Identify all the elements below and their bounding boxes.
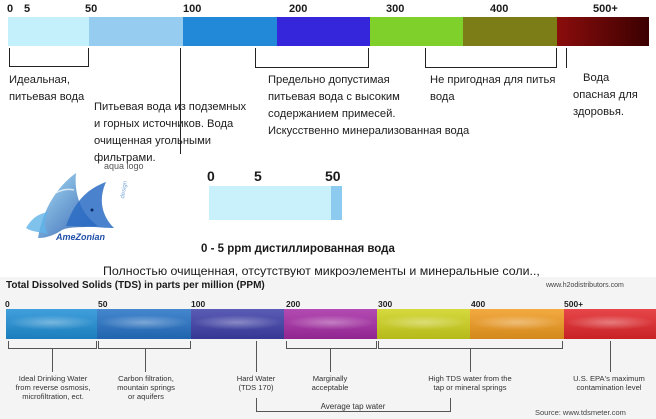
bracket-line: [9, 66, 89, 67]
bracket-line: [88, 48, 89, 67]
mini-tick-5: 5: [254, 168, 262, 184]
label-high-tds: High TDS water from the tap or mineral s…: [428, 374, 512, 392]
leader-line: [256, 341, 257, 372]
tick-100: 100: [183, 3, 202, 15]
label-epa-max: U.S. EPA's maximum contamination level: [573, 374, 645, 392]
segment-400-500-plus: [557, 17, 649, 46]
tick-500-plus: 500+: [593, 3, 618, 15]
b-segment-300-400: [377, 309, 470, 339]
range-label: Average tap water: [320, 402, 386, 411]
segment-300-400: [463, 17, 557, 46]
b-segment-0-50: [6, 309, 97, 339]
mini-tick-0: 0: [207, 168, 215, 184]
bracket-line: [368, 48, 369, 68]
mini-tick-50: 50: [325, 168, 341, 184]
fish-logo-icon: [26, 173, 114, 238]
range-line-left: [256, 398, 257, 412]
label-carbon-filtration: Carbon filtration, mountain springs or a…: [117, 374, 175, 401]
leader-line: [286, 348, 377, 349]
segment-50-100: [183, 17, 277, 46]
bracket-line: [180, 48, 181, 154]
range-line-right: [450, 398, 451, 412]
amazonian-logo: AmeZonian design: [18, 168, 138, 258]
b-segment-500-plus: [564, 309, 656, 339]
b-segment-50-100: [97, 309, 191, 339]
mini-segment-5-50: [331, 186, 342, 220]
bracket-line: [556, 48, 557, 68]
tick-200: 200: [289, 3, 308, 15]
b-tick-200: 200: [286, 299, 301, 309]
bracket-line: [566, 48, 567, 68]
source-bottom: Source: www.tdsmeter.com: [535, 408, 626, 417]
leader-line: [470, 348, 471, 372]
b-tick-500-plus: 500+: [564, 299, 584, 309]
tick-400: 400: [490, 3, 509, 15]
tick-50: 50: [85, 3, 98, 15]
b-tick-400: 400: [471, 299, 486, 309]
leader-line: [378, 341, 379, 349]
chart-title: Total Dissolved Solids (TDS) in parts pe…: [6, 280, 265, 291]
leader-line: [286, 341, 287, 349]
bracket-line: [9, 48, 10, 67]
label-hard-water: Hard Water (TDS 170): [236, 374, 276, 392]
tick-5: 5: [24, 3, 31, 15]
b-segment-200-300: [284, 309, 377, 339]
leader-line: [376, 341, 377, 349]
mini-caption: 0 - 5 ppm дистиллированная вода: [201, 243, 395, 255]
segment-200-300: [370, 17, 463, 46]
watermark-scribble: aqua logo: [104, 161, 144, 171]
bracket-line: [425, 67, 557, 68]
b-tick-100: 100: [191, 299, 206, 309]
label-marginally-acceptable: Marginally acceptable: [311, 374, 349, 392]
leader-line: [8, 341, 9, 349]
leader-line: [98, 348, 191, 349]
tick-0: 0: [7, 3, 14, 15]
leader-line: [610, 341, 611, 372]
leader-line: [145, 348, 146, 372]
source-top: www.h2odistributors.com: [546, 282, 624, 289]
segment-5-50: [89, 17, 183, 46]
logo-text: AmeZonian: [56, 232, 106, 242]
desc-ideal: Идеальная, питьевая вода: [9, 74, 85, 103]
segment-0-5: [8, 17, 89, 46]
leader-line: [52, 348, 53, 372]
leader-line: [98, 341, 99, 349]
b-tick-50: 50: [98, 299, 108, 309]
b-segment-100-200: [191, 309, 284, 339]
mini-segment-0-5: [209, 186, 331, 220]
b-tick-0: 0: [5, 299, 10, 309]
desc-spring-water: Питьевая вода из подземных и горных исто…: [94, 101, 247, 164]
leader-line: [190, 341, 191, 349]
segment-100-200: [277, 17, 370, 46]
leader-line: [330, 348, 331, 372]
b-tick-300: 300: [378, 299, 393, 309]
b-segment-400-500: [470, 309, 564, 339]
desc-not-drinkable: Не пригодная для питья вода: [430, 74, 556, 103]
desc-dangerous: Вода опасная для здоровья.: [573, 72, 638, 118]
leader-line: [562, 341, 563, 349]
tick-300: 300: [386, 3, 405, 15]
bracket-line: [425, 48, 426, 68]
leader-line: [96, 341, 97, 349]
desc-max-allowed: Предельно допустимая питьевая вода с выс…: [268, 74, 470, 137]
bracket-line: [255, 48, 256, 68]
label-ideal-drinking-water: Ideal Drinking Water from reverse osmosi…: [15, 374, 91, 401]
range-line-bottom: [256, 411, 451, 412]
bracket-line: [255, 67, 369, 68]
subtitle: Полностью очищенная, отсутствуют микроэл…: [103, 264, 540, 278]
